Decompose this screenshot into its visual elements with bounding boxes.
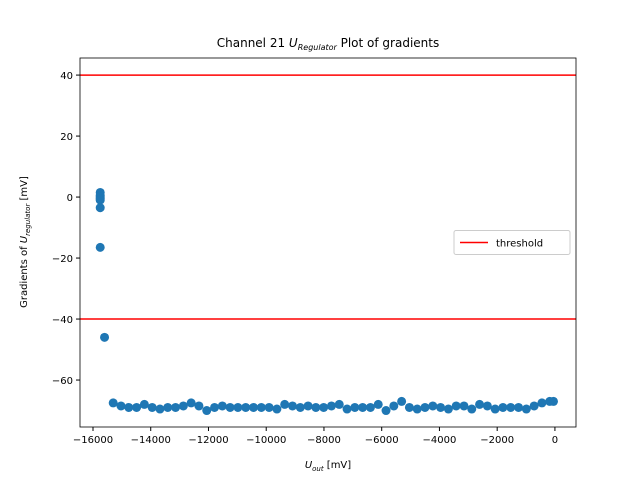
point <box>100 332 110 342</box>
xlabel-symbol: U <box>305 460 313 471</box>
y-tick-label: 0 <box>67 193 73 204</box>
point <box>139 399 149 409</box>
point <box>95 242 105 252</box>
ylabel-text: [mV] <box>19 176 30 204</box>
point <box>202 406 212 416</box>
point <box>241 402 251 412</box>
point <box>459 401 469 411</box>
point <box>373 399 383 409</box>
x-tick-label: −12000 <box>188 435 228 446</box>
ylabel-subscript: regulator <box>24 203 32 236</box>
x-axis-label: Uout [mV] <box>305 460 351 473</box>
ylabel-symbol: U <box>19 235 30 243</box>
point <box>443 404 453 414</box>
point <box>404 402 414 412</box>
point <box>412 404 422 414</box>
point <box>548 396 558 406</box>
point <box>397 396 407 406</box>
point <box>280 399 290 409</box>
x-tick-label: −2000 <box>480 435 514 446</box>
point <box>436 402 446 412</box>
y-axis-label: Gradients of Uregulator [mV] <box>19 176 32 308</box>
point <box>514 402 524 412</box>
chart-title: Channel 21 URegulator Plot of gradients <box>217 36 439 52</box>
x-tick-label: −4000 <box>423 435 457 446</box>
point <box>132 402 142 412</box>
title-symbol: U <box>289 36 298 50</box>
x-tick-label: −16000 <box>73 435 113 446</box>
point <box>116 401 126 411</box>
point <box>451 401 461 411</box>
point <box>95 195 105 205</box>
point <box>506 402 516 412</box>
y-tick-label: −40 <box>52 315 73 326</box>
xlabel-text: [mV] <box>324 460 352 471</box>
point <box>537 398 547 408</box>
x-tick-label: −10000 <box>246 435 286 446</box>
legend-box <box>453 230 571 255</box>
y-tick-label: 20 <box>60 132 73 143</box>
point <box>529 401 539 411</box>
title-text: Channel 21 <box>217 36 289 50</box>
point <box>365 402 375 412</box>
point <box>264 402 274 412</box>
point <box>147 402 157 412</box>
point <box>428 401 438 411</box>
point <box>342 404 352 414</box>
point <box>389 401 399 411</box>
y-tick-label: 40 <box>60 71 73 82</box>
ylabel-text: Gradients of <box>19 243 30 308</box>
xlabel-subscript: out <box>312 465 324 473</box>
point <box>272 404 282 414</box>
legend-label: threshold <box>496 239 543 250</box>
point <box>303 401 313 411</box>
point <box>225 402 235 412</box>
point <box>319 402 329 412</box>
point <box>475 399 485 409</box>
title-text: Plot of gradients <box>337 36 439 50</box>
point <box>334 399 344 409</box>
plot-frame <box>79 57 577 428</box>
point <box>178 401 188 411</box>
x-tick-label: −14000 <box>131 435 171 446</box>
point <box>358 402 368 412</box>
point <box>295 402 305 412</box>
point <box>210 402 220 412</box>
point <box>311 402 321 412</box>
y-tick-label: −60 <box>52 376 73 387</box>
point <box>490 404 500 414</box>
point <box>171 402 181 412</box>
x-tick-label: −8000 <box>307 435 341 446</box>
y-tick-label: −20 <box>52 254 73 265</box>
point <box>108 398 118 408</box>
point <box>155 404 165 414</box>
point <box>420 402 430 412</box>
point <box>381 406 391 416</box>
title-subscript: Regulator <box>298 43 338 52</box>
point <box>498 402 508 412</box>
point <box>163 402 173 412</box>
point <box>124 402 134 412</box>
point <box>326 401 336 411</box>
point <box>287 401 297 411</box>
point <box>217 401 227 411</box>
point <box>194 401 204 411</box>
x-tick-label: −6000 <box>365 435 399 446</box>
x-tick-label: 0 <box>552 435 558 446</box>
point <box>95 203 105 213</box>
point <box>249 402 259 412</box>
point <box>256 402 266 412</box>
point <box>350 402 360 412</box>
point <box>482 401 492 411</box>
point <box>521 404 531 414</box>
point <box>467 404 477 414</box>
point <box>233 402 243 412</box>
point <box>186 398 196 408</box>
